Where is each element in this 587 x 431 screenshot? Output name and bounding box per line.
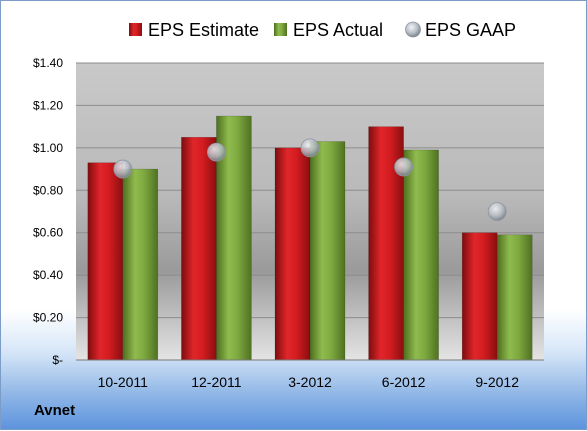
eps-gaap-marker xyxy=(113,159,133,179)
legend-label: EPS GAAP xyxy=(425,20,516,40)
eps-actual-bar xyxy=(122,168,159,361)
y-tick-label: $- xyxy=(52,353,63,367)
y-axis: $- $0.20 $0.40 $0.60 $0.80 $1.00 $1.20 $1.40 xyxy=(33,56,63,367)
x-tick-label: 10-2011 xyxy=(98,374,149,390)
y-tick-label: $0.80 xyxy=(33,183,63,197)
y-tick-label: $0.20 xyxy=(33,311,63,325)
y-tick-label: $1.00 xyxy=(33,141,63,155)
x-tick-label: 6-2012 xyxy=(382,374,426,390)
eps-gaap-marker xyxy=(206,142,226,162)
legend-label: EPS Estimate xyxy=(148,20,259,40)
x-tick-label: 9-2012 xyxy=(475,374,519,390)
eps-gaap-marker xyxy=(394,157,414,177)
eps-gaap-marker xyxy=(300,138,320,158)
eps-actual-bar xyxy=(309,141,346,361)
eps-estimate-bar xyxy=(461,232,498,361)
company-name: Avnet xyxy=(34,402,76,419)
y-tick-label: $0.60 xyxy=(33,226,63,240)
x-axis: 10-2011 12-2011 3-2012 6-2012 9-2012 xyxy=(76,359,544,390)
eps-actual-bar xyxy=(496,234,533,361)
legend: EPS Estimate EPS Actual EPS GAAP xyxy=(129,20,516,40)
y-tick-label: $1.40 xyxy=(33,56,63,70)
legend-swatch xyxy=(274,23,287,36)
legend-swatch xyxy=(129,23,142,36)
eps-estimate-bar xyxy=(181,137,217,361)
eps-estimate-bar xyxy=(87,162,124,361)
eps-actual-bar xyxy=(403,149,439,361)
y-tick-label: $1.20 xyxy=(33,98,63,112)
y-tick-label: $0.40 xyxy=(33,268,63,282)
gaap-markers xyxy=(113,138,507,221)
legend-label: EPS Actual xyxy=(293,20,383,40)
x-tick-label: 3-2012 xyxy=(288,374,332,390)
eps-estimate-bar xyxy=(274,147,311,361)
x-tick-label: 12-2011 xyxy=(191,374,242,390)
bars xyxy=(87,115,533,361)
legend-swatch xyxy=(405,21,421,38)
eps-gaap-marker xyxy=(487,202,507,221)
